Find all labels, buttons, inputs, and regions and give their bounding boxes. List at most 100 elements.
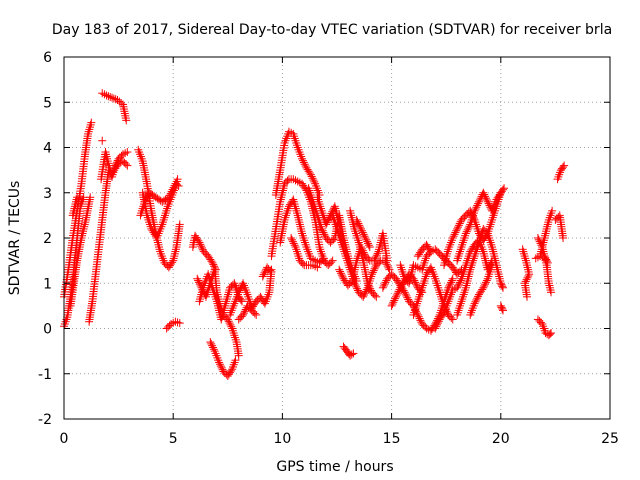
data-point	[370, 256, 379, 265]
data-point	[121, 160, 130, 169]
data-point	[353, 284, 362, 293]
data-point	[454, 221, 463, 230]
y-tick-label: -1	[38, 367, 52, 383]
data-point	[545, 283, 554, 292]
data-point	[216, 362, 225, 371]
data-point	[475, 195, 484, 204]
data-point	[298, 231, 307, 240]
data-point	[314, 197, 323, 206]
data-point	[458, 240, 467, 249]
data-point	[559, 163, 568, 172]
data-point	[316, 204, 325, 213]
data-point	[488, 215, 497, 224]
y-tick-label: 4	[43, 141, 52, 157]
data-point	[375, 243, 384, 252]
data-point	[161, 211, 170, 220]
data-point	[432, 322, 441, 331]
data-point	[320, 230, 329, 239]
data-point	[197, 242, 206, 251]
data-point	[288, 237, 297, 246]
data-point	[453, 254, 462, 263]
data-point	[85, 125, 94, 134]
data-point	[426, 247, 435, 256]
data-point	[376, 240, 385, 249]
data-point	[461, 229, 470, 238]
data-point	[434, 286, 443, 295]
data-point	[472, 203, 481, 212]
data-point	[308, 174, 317, 183]
data-point	[298, 259, 307, 268]
data-point	[392, 291, 401, 300]
data-point	[206, 338, 215, 347]
data-point	[520, 252, 529, 261]
data-point	[438, 310, 447, 319]
data-point	[222, 297, 231, 306]
data-point	[396, 261, 405, 270]
data-point	[465, 267, 474, 276]
data-point	[260, 268, 269, 277]
data-point	[433, 281, 442, 290]
data-point	[393, 289, 402, 298]
data-point	[122, 116, 131, 125]
data-point	[311, 262, 320, 271]
data-point	[225, 319, 234, 328]
data-point	[542, 257, 551, 266]
data-point	[453, 224, 462, 233]
data-point	[450, 230, 459, 239]
data-point	[482, 276, 491, 285]
data-point	[209, 260, 218, 269]
data-point	[458, 292, 467, 301]
data-point	[463, 276, 472, 285]
data-point	[231, 335, 240, 344]
data-point	[369, 266, 378, 275]
data-point	[293, 177, 302, 186]
data-point	[353, 234, 362, 242]
data-point	[536, 239, 545, 248]
data-point	[401, 290, 410, 299]
data-point	[291, 176, 300, 185]
data-point	[296, 224, 305, 233]
data-point	[454, 306, 463, 315]
data-point	[533, 234, 542, 242]
y-tick-label: 3	[43, 186, 52, 202]
data-point	[318, 209, 327, 218]
data-point	[521, 254, 530, 263]
data-point	[542, 227, 551, 236]
data-point	[418, 281, 427, 290]
data-point	[328, 256, 337, 265]
data-point	[402, 291, 411, 300]
data-point	[290, 241, 299, 250]
data-point	[175, 220, 184, 229]
data-point	[231, 356, 240, 365]
data-point	[195, 280, 204, 289]
data-point	[346, 209, 355, 218]
data-point	[351, 281, 360, 290]
data-point	[291, 204, 300, 213]
data-point	[364, 241, 373, 250]
data-point	[535, 237, 544, 246]
data-point	[560, 161, 569, 170]
data-point	[171, 247, 180, 256]
data-point	[294, 213, 303, 222]
data-point	[453, 283, 462, 292]
data-point	[465, 222, 474, 231]
data-point	[398, 267, 407, 276]
data-point	[471, 205, 480, 214]
data-point	[523, 261, 532, 270]
data-point	[481, 278, 490, 287]
data-point	[486, 220, 495, 229]
data-point	[360, 291, 369, 300]
data-point	[359, 292, 368, 301]
data-point	[368, 268, 377, 277]
data-point	[161, 209, 170, 218]
data-point	[385, 265, 394, 274]
y-tick-label: -2	[38, 412, 52, 428]
data-point	[454, 252, 463, 261]
data-point	[468, 258, 477, 267]
data-point	[470, 299, 479, 308]
data-point	[495, 190, 504, 199]
data-point	[301, 184, 310, 193]
data-point	[307, 172, 316, 181]
data-point	[559, 234, 568, 242]
